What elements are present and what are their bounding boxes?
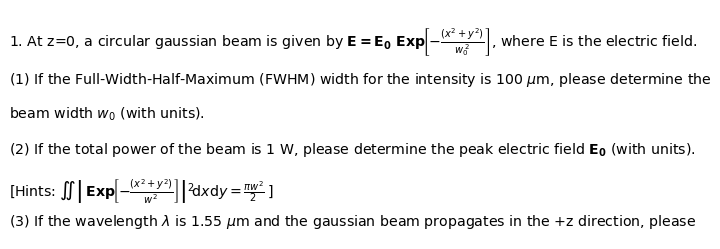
- Text: (2) If the total power of the beam is 1 W, please determine the peak electric fi: (2) If the total power of the beam is 1 …: [9, 141, 696, 159]
- Text: [Hints: $\iint\left|\,\mathbf{Exp}\!\left[-\frac{(x^2+y^2)}{w^2}\right]\right|^2: [Hints: $\iint\left|\,\mathbf{Exp}\!\lef…: [9, 178, 273, 206]
- Text: beam width $w_0$ (with units).: beam width $w_0$ (with units).: [9, 106, 204, 123]
- Text: 1. At z=0, a circular gaussian beam is given by $\mathbf{E = E_0\ Exp}\!\left[-\: 1. At z=0, a circular gaussian beam is g…: [9, 26, 697, 58]
- Text: (3) If the wavelength $\lambda$ is 1.55 $\mu$m and the gaussian beam propagates : (3) If the wavelength $\lambda$ is 1.55 …: [9, 213, 696, 231]
- Text: (1) If the Full-Width-Half-Maximum (FWHM) width for the intensity is 100 $\mu$m,: (1) If the Full-Width-Half-Maximum (FWHM…: [9, 71, 711, 89]
- Text: determine the propagation distance $z_f$ at which the beam width becomes doubled: determine the propagation distance $z_f$…: [9, 247, 690, 249]
